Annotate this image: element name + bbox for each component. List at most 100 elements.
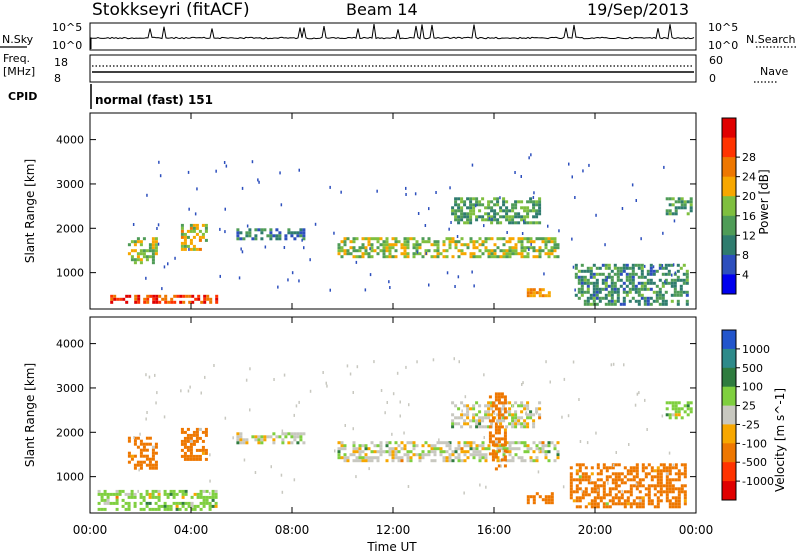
power-cell [284, 234, 288, 238]
power-cell [595, 272, 599, 276]
x-tick-label: 00:00 [73, 523, 108, 537]
power-cell [352, 237, 356, 241]
velocity-cell [617, 502, 621, 506]
power-cell [646, 281, 650, 285]
power-cell [677, 206, 681, 210]
power-cell [296, 234, 300, 238]
velocity-cell [475, 444, 479, 448]
velocity-cell [127, 439, 131, 443]
velocity-cell [575, 484, 579, 488]
velocity-cell [665, 487, 669, 491]
velocity-cell [151, 448, 155, 452]
velocity-cell [569, 481, 573, 485]
velocity-cell [379, 441, 383, 445]
power-cell [499, 237, 503, 241]
velocity-cell [644, 472, 648, 476]
power-cell [148, 255, 152, 259]
velocity-cell [572, 490, 576, 494]
power-cell [508, 240, 512, 244]
power-cell [679, 290, 683, 294]
velocity-cell [154, 495, 158, 499]
power-cell [499, 215, 503, 219]
velocity-cell [163, 501, 167, 505]
freq-left-label-1: Freq. [3, 52, 30, 65]
power-cell [538, 209, 542, 213]
power-cell [188, 294, 192, 298]
velocity-cell [133, 436, 137, 440]
power-cell [245, 234, 249, 238]
power-cell [154, 237, 158, 241]
power-cell [541, 288, 545, 292]
power-cell [257, 228, 261, 232]
power-cell [142, 252, 146, 256]
velocity-cell [103, 492, 107, 496]
velocity-cell [481, 444, 485, 448]
power-cell [499, 255, 503, 259]
velocity-cell [671, 401, 675, 405]
velocity-cell [469, 425, 473, 429]
power-cell [580, 290, 584, 294]
velocity-speckle [485, 485, 487, 489]
velocity-cell [662, 466, 666, 470]
power-speckle [456, 235, 459, 238]
velocity-cell [503, 449, 507, 453]
power-cell [679, 287, 683, 291]
power-cell [613, 287, 617, 291]
power-cell [637, 299, 641, 303]
velocity-cell [133, 501, 137, 505]
velocity-cell [201, 430, 205, 434]
power-cell [299, 234, 303, 238]
velocity-cell [439, 453, 443, 457]
colorbar-tick-label: 28 [742, 151, 756, 164]
power-cell [263, 228, 267, 232]
velocity-cell [511, 422, 515, 426]
velocity-cell [662, 490, 666, 494]
freq-right-label: Nave [760, 65, 788, 78]
power-speckle [376, 189, 378, 193]
power-cell [433, 243, 437, 247]
power-cell [532, 215, 536, 219]
power-cell [580, 275, 584, 279]
echo-region [569, 463, 687, 509]
velocity-cell [481, 441, 485, 445]
power-cell [583, 278, 587, 282]
power-speckle [224, 207, 226, 211]
power-cell [589, 293, 593, 297]
power-cell [577, 269, 581, 273]
velocity-cell [686, 404, 690, 408]
velocity-cell [181, 495, 185, 499]
velocity-cell [532, 422, 536, 426]
velocity-cell [100, 507, 104, 511]
power-cell [269, 237, 273, 241]
cpid-label: CPID [8, 90, 37, 103]
power-cell [664, 290, 668, 294]
power-cell [637, 263, 641, 267]
velocity-cell [578, 496, 582, 500]
velocity-cell [163, 504, 167, 508]
power-cell [293, 237, 297, 241]
velocity-cell [556, 450, 560, 454]
power-cell [526, 288, 530, 292]
power-cell [490, 255, 494, 259]
velocity-cell [394, 450, 398, 454]
velocity-cell [569, 475, 573, 479]
power-cell [583, 281, 587, 285]
colorbar-tick-label: 24 [742, 171, 756, 184]
velocity-cell [497, 425, 501, 429]
echo-region [451, 197, 542, 225]
velocity-cell [496, 456, 500, 460]
noise-right-label: N.Search [746, 33, 796, 46]
y-tick-label: 2000 [56, 426, 84, 439]
power-cell [520, 252, 524, 256]
power-cell [686, 212, 690, 216]
velocity-cell [508, 444, 512, 448]
power-cell [460, 252, 464, 256]
cpid-panel: CPID normal (fast) 151 [8, 84, 213, 109]
power-cell [529, 294, 533, 298]
velocity-cell [590, 472, 594, 476]
velocity-cell [469, 444, 473, 448]
velocity-cell [593, 481, 597, 485]
velocity-cell [187, 501, 191, 505]
velocity-cell [511, 459, 515, 463]
